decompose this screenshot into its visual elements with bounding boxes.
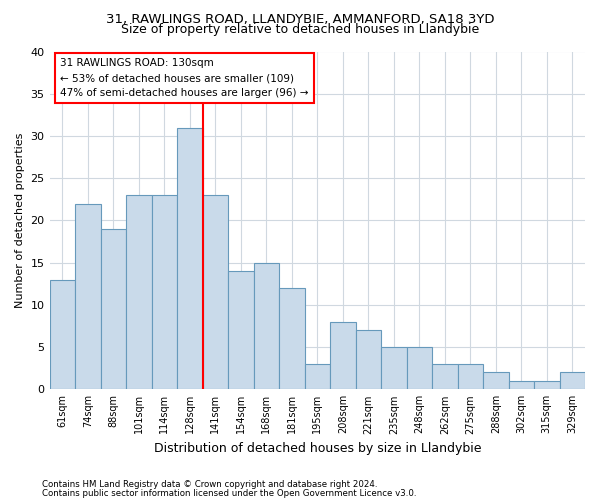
Bar bbox=[483, 372, 509, 390]
Text: 31 RAWLINGS ROAD: 130sqm
← 53% of detached houses are smaller (109)
47% of semi-: 31 RAWLINGS ROAD: 130sqm ← 53% of detach… bbox=[60, 58, 309, 98]
X-axis label: Distribution of detached houses by size in Llandybie: Distribution of detached houses by size … bbox=[154, 442, 481, 455]
Bar bbox=[50, 280, 75, 390]
Text: 31, RAWLINGS ROAD, LLANDYBIE, AMMANFORD, SA18 3YD: 31, RAWLINGS ROAD, LLANDYBIE, AMMANFORD,… bbox=[106, 12, 494, 26]
Bar bbox=[458, 364, 483, 390]
Bar bbox=[560, 372, 585, 390]
Bar bbox=[101, 229, 126, 390]
Bar bbox=[254, 262, 279, 390]
Bar bbox=[407, 347, 432, 390]
Text: Size of property relative to detached houses in Llandybie: Size of property relative to detached ho… bbox=[121, 22, 479, 36]
Y-axis label: Number of detached properties: Number of detached properties bbox=[15, 132, 25, 308]
Bar bbox=[509, 381, 534, 390]
Bar bbox=[279, 288, 305, 390]
Bar bbox=[305, 364, 330, 390]
Bar bbox=[75, 204, 101, 390]
Text: Contains public sector information licensed under the Open Government Licence v3: Contains public sector information licen… bbox=[42, 488, 416, 498]
Bar bbox=[381, 347, 407, 390]
Bar bbox=[203, 195, 228, 390]
Bar bbox=[152, 195, 177, 390]
Bar bbox=[228, 271, 254, 390]
Bar bbox=[432, 364, 458, 390]
Bar bbox=[330, 322, 356, 390]
Bar bbox=[126, 195, 152, 390]
Text: Contains HM Land Registry data © Crown copyright and database right 2024.: Contains HM Land Registry data © Crown c… bbox=[42, 480, 377, 489]
Bar bbox=[534, 381, 560, 390]
Bar bbox=[177, 128, 203, 390]
Bar bbox=[356, 330, 381, 390]
